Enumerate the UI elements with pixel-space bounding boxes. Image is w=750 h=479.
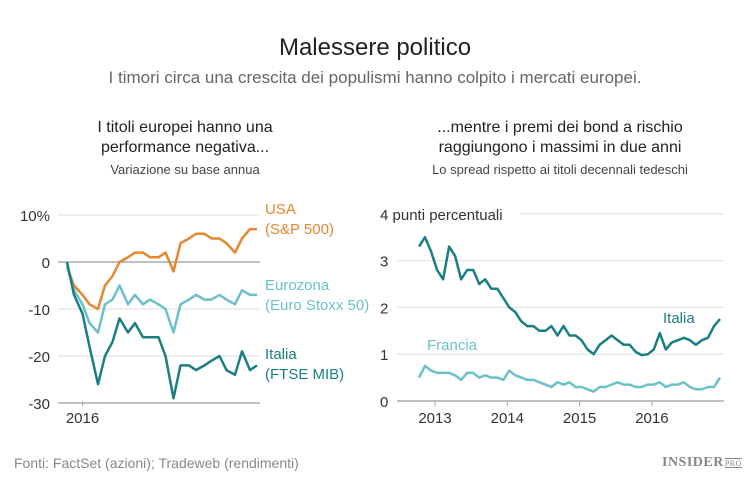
series-label: Italia <box>663 310 695 327</box>
left-chart-title: I titoli europei hanno una performance n… <box>97 119 273 156</box>
y-tick-label: -30 <box>28 396 50 413</box>
y-tick-label: -20 <box>28 349 50 366</box>
y-tick-label: 0 <box>42 255 50 272</box>
legend-label: USA <box>265 201 296 218</box>
x-tick-label: 2016 <box>635 410 668 427</box>
x-tick-label: 2015 <box>563 410 596 427</box>
legend-label: Eurozona <box>265 277 330 294</box>
legend-label: (FTSE MIB) <box>265 366 344 383</box>
legend-label: Italia <box>265 346 297 363</box>
right-chart-title: ...mentre i premi dei bond a rischio rag… <box>437 119 683 156</box>
x-tick-label: 2016 <box>66 410 99 427</box>
y-tick-label: 3 <box>380 254 388 271</box>
legend-label: (S&P 500) <box>265 221 334 238</box>
left-chart-subtitle: Variazione su base annua <box>110 162 260 177</box>
y-tick-label: 1 <box>380 347 388 364</box>
series-line-italia <box>417 235 721 357</box>
legend-label: (Euro Stoxx 50) <box>265 297 369 314</box>
series-line-usa <box>65 227 257 311</box>
y-tick-label: 2 <box>380 300 388 317</box>
y-tick-label: 0 <box>380 394 388 411</box>
chart-title: Malessere politico <box>278 34 472 61</box>
series-label: Francia <box>427 337 478 354</box>
x-tick-label: 2013 <box>418 410 451 427</box>
source-note: Fonti: FactSet (azioni); Tradeweb (rendi… <box>14 455 299 471</box>
series-line-italia <box>65 261 258 400</box>
chart-subtitle: I timori circa una crescita dei populism… <box>108 68 642 87</box>
insider-pro-logo: INSIDERPRO <box>662 455 742 470</box>
x-tick-label: 2014 <box>491 410 524 427</box>
y-tick-label: 10% <box>20 208 50 225</box>
series-line-eurozona <box>65 266 257 334</box>
y-tick-label: 4 punti percentuali <box>380 207 503 224</box>
series-line-francia <box>417 364 722 393</box>
y-tick-label: -10 <box>28 302 50 319</box>
right-chart-subtitle: Lo spread rispetto ai titoli decennali t… <box>432 162 688 177</box>
